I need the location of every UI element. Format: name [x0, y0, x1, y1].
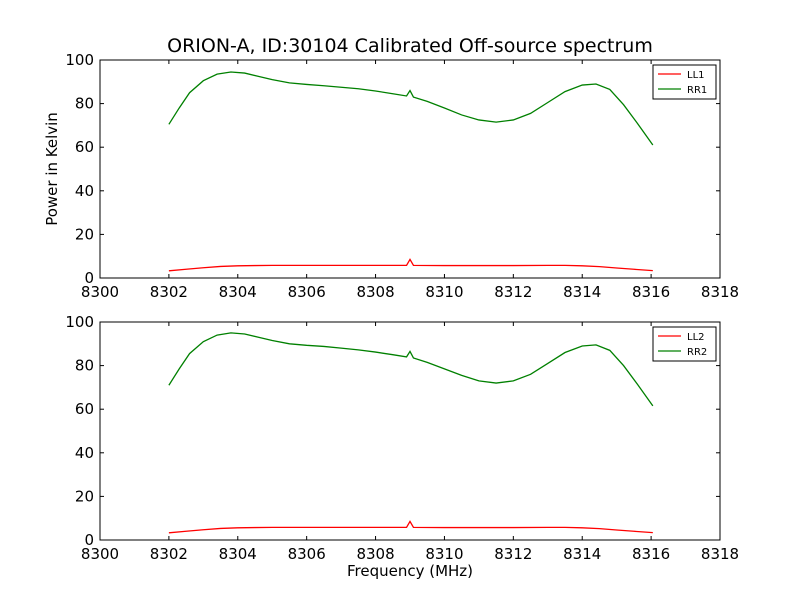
- y-tick-label: 0: [84, 531, 94, 549]
- series-line-ll2: [168, 520, 653, 534]
- x-tick-label: 8300: [81, 545, 119, 563]
- x-tick-label: 8302: [150, 283, 188, 301]
- y-tick-label: 80: [75, 95, 94, 113]
- series-line-ll1: [168, 258, 653, 272]
- y-tick-label: 60: [75, 400, 94, 418]
- legend-box: [652, 326, 717, 362]
- x-tick-label: 8312: [494, 545, 532, 563]
- axes-frame: [99, 59, 721, 279]
- x-tick-label: 8312: [494, 283, 532, 301]
- y-tick-label: 20: [75, 225, 94, 243]
- y-tick-label: 60: [75, 138, 94, 156]
- x-axis-label: Frequency (MHz): [347, 562, 473, 580]
- x-tick-label: 8316: [632, 283, 670, 301]
- y-tick-label: 20: [75, 487, 94, 505]
- y-axis-label: Power in Kelvin: [43, 112, 61, 226]
- y-tick-label: 80: [75, 357, 94, 375]
- legend-label-ll2: LL2: [687, 332, 705, 343]
- x-tick-label: 8310: [425, 545, 463, 563]
- series-line-rr1: [168, 71, 654, 146]
- y-tick-label: 0: [84, 269, 94, 287]
- x-tick-label: 8314: [563, 283, 601, 301]
- x-tick-label: 8314: [563, 545, 601, 563]
- x-tick-label: 8302: [150, 545, 188, 563]
- axes-frame: [99, 321, 721, 541]
- x-tick-label: 8300: [81, 283, 119, 301]
- x-tick-label: 8304: [219, 283, 257, 301]
- x-tick-label: 8308: [356, 545, 394, 563]
- top-panel: ORION-A, ID:30104 Calibrated Off-source …: [43, 35, 739, 301]
- bottom-panel: Frequency (MHz) 8300 8302 8304 8306 8308 8310…: [65, 313, 739, 580]
- x-tick-label: 8304: [219, 545, 257, 563]
- y-tick-label: 40: [75, 182, 94, 200]
- y-tick-label: 100: [65, 51, 94, 69]
- x-tick-label: 8310: [425, 283, 463, 301]
- x-tick-label: 8308: [356, 283, 394, 301]
- x-tick-label: 8318: [701, 545, 739, 563]
- series-line-rr2: [168, 332, 654, 407]
- x-tick-label: 8306: [288, 283, 326, 301]
- y-tick-label: 40: [75, 444, 94, 462]
- legend-label-rr2: RR2: [687, 347, 707, 358]
- legend-label-rr1: RR1: [687, 85, 707, 96]
- chart-title: ORION-A, ID:30104 Calibrated Off-source …: [167, 35, 653, 57]
- legend-label-ll1: LL1: [687, 70, 705, 81]
- legend-box: [652, 64, 717, 100]
- x-tick-label: 8316: [632, 545, 670, 563]
- x-tick-label: 8306: [288, 545, 326, 563]
- x-tick-label: 8318: [701, 283, 739, 301]
- y-tick-label: 100: [65, 313, 94, 331]
